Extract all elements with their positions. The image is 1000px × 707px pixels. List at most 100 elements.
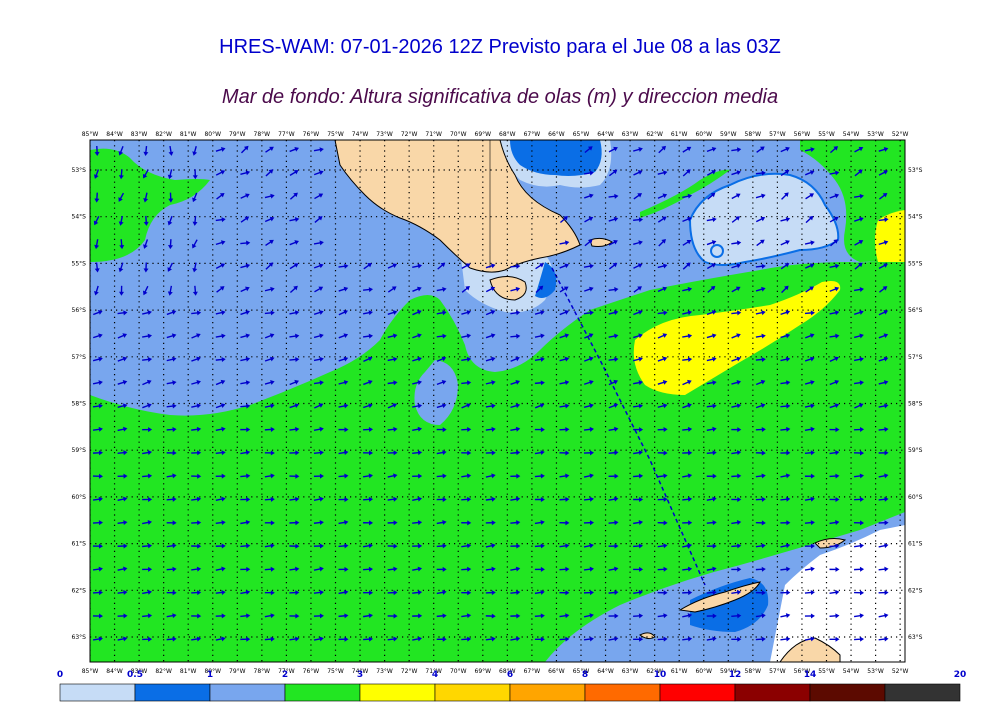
colorbar-segment bbox=[659, 683, 736, 702]
longitude-label: 65°W bbox=[573, 668, 590, 675]
direction-arrow bbox=[706, 613, 717, 619]
direction-arrow bbox=[412, 333, 422, 339]
direction-arrow bbox=[878, 426, 889, 432]
direction-arrow bbox=[461, 356, 472, 362]
longitude-label: 75°W bbox=[327, 668, 344, 675]
direction-arrow bbox=[804, 450, 815, 456]
direction-arrow bbox=[878, 450, 889, 456]
longitude-label: 57°W bbox=[769, 668, 786, 675]
direction-arrow bbox=[878, 636, 889, 642]
direction-arrow bbox=[436, 356, 447, 362]
longitude-label: 55°W bbox=[818, 131, 835, 138]
direction-arrow bbox=[682, 333, 693, 339]
direction-arrow bbox=[608, 379, 619, 386]
longitude-label: 70°W bbox=[450, 668, 467, 675]
direction-arrow bbox=[289, 566, 300, 572]
longitude-label: 76°W bbox=[303, 131, 320, 138]
direction-arrow bbox=[755, 357, 766, 362]
direction-arrow bbox=[780, 566, 791, 572]
direction-arrow bbox=[461, 310, 472, 315]
direction-arrow bbox=[706, 217, 717, 223]
direction-arrow bbox=[289, 285, 298, 293]
direction-arrow bbox=[363, 566, 374, 572]
direction-arrow bbox=[805, 215, 814, 224]
direction-arrow bbox=[829, 403, 840, 409]
direction-arrow bbox=[682, 286, 693, 292]
direction-arrow bbox=[633, 310, 643, 316]
longitude-label: 66°W bbox=[548, 668, 565, 675]
direction-arrow bbox=[755, 170, 766, 176]
wave-direction-arrows bbox=[92, 145, 889, 642]
latitude-labels-right: 53°S 54°S 55°S 56°S 57°S 58°S 59°S 60°S 61°S 62°S… bbox=[908, 167, 923, 641]
direction-arrow bbox=[682, 566, 693, 572]
direction-arrow bbox=[731, 403, 742, 409]
longitude-label: 68°W bbox=[499, 131, 516, 138]
direction-arrow bbox=[534, 566, 545, 572]
longitude-label: 65°W bbox=[573, 131, 590, 138]
direction-arrow bbox=[780, 590, 791, 596]
direction-arrow bbox=[92, 590, 103, 596]
direction-arrow bbox=[142, 566, 153, 572]
direction-arrow bbox=[142, 427, 153, 433]
direction-arrow bbox=[240, 496, 251, 502]
longitude-label: 79°W bbox=[229, 668, 246, 675]
direction-arrow bbox=[878, 403, 889, 409]
longitude-label: 73°W bbox=[376, 668, 393, 675]
direction-arrow bbox=[682, 403, 692, 409]
direction-arrow bbox=[706, 310, 717, 316]
direction-arrow bbox=[289, 333, 300, 339]
direction-arrow bbox=[93, 216, 100, 226]
longitude-label: 57°W bbox=[769, 131, 786, 138]
direction-arrow bbox=[166, 450, 177, 456]
direction-arrow bbox=[804, 590, 815, 595]
direction-arrow bbox=[142, 473, 153, 479]
direction-arrow bbox=[436, 286, 447, 292]
direction-arrow bbox=[559, 356, 570, 362]
direction-arrow bbox=[265, 146, 274, 153]
direction-arrow bbox=[804, 543, 815, 549]
longitude-labels-bottom: 85°W 84°W 83°W 82°W 81°W 80°W 79°W 78°W 77°W 76°W… bbox=[82, 668, 909, 675]
direction-arrow bbox=[510, 566, 521, 572]
direction-arrow bbox=[559, 240, 570, 246]
direction-arrow bbox=[338, 403, 349, 409]
direction-arrow bbox=[633, 217, 644, 223]
longitude-label: 66°W bbox=[548, 131, 565, 138]
swell-1-2m-isle bbox=[414, 360, 458, 425]
direction-arrow bbox=[657, 520, 668, 526]
direction-arrow bbox=[240, 310, 250, 316]
direction-arrow bbox=[93, 169, 100, 179]
direction-arrow bbox=[559, 566, 570, 572]
direction-arrow bbox=[191, 356, 201, 362]
direction-arrow bbox=[215, 636, 226, 642]
direction-arrow bbox=[461, 403, 471, 409]
direction-arrow bbox=[485, 263, 496, 269]
direction-arrow bbox=[485, 403, 496, 409]
swell-3-4m-area bbox=[633, 281, 841, 395]
direction-arrow bbox=[854, 496, 865, 502]
latitude-label: 60°S bbox=[72, 494, 87, 501]
island-land bbox=[589, 237, 613, 247]
direction-arrow bbox=[387, 333, 398, 339]
direction-arrow bbox=[166, 566, 177, 572]
direction-arrow bbox=[682, 146, 692, 153]
colorbar-tick-label: 0 bbox=[57, 670, 63, 680]
swell-2-3m-strip bbox=[640, 169, 730, 218]
longitude-label: 78°W bbox=[254, 668, 271, 675]
direction-arrow bbox=[559, 310, 570, 316]
direction-arrow bbox=[706, 356, 717, 362]
direction-arrow bbox=[117, 356, 128, 362]
direction-arrow bbox=[289, 357, 300, 363]
direction-arrow bbox=[240, 145, 249, 154]
direction-arrow bbox=[780, 310, 791, 316]
direction-arrow bbox=[633, 240, 643, 246]
direction-arrow bbox=[682, 426, 693, 432]
direction-arrow bbox=[461, 496, 472, 502]
direction-arrow bbox=[215, 310, 226, 316]
direction-arrow bbox=[781, 285, 789, 294]
direction-arrow bbox=[706, 403, 717, 409]
direction-arrow bbox=[363, 403, 373, 409]
direction-arrow bbox=[829, 427, 840, 433]
latitude-label: 59°S bbox=[908, 447, 923, 454]
direction-arrow bbox=[829, 310, 840, 316]
